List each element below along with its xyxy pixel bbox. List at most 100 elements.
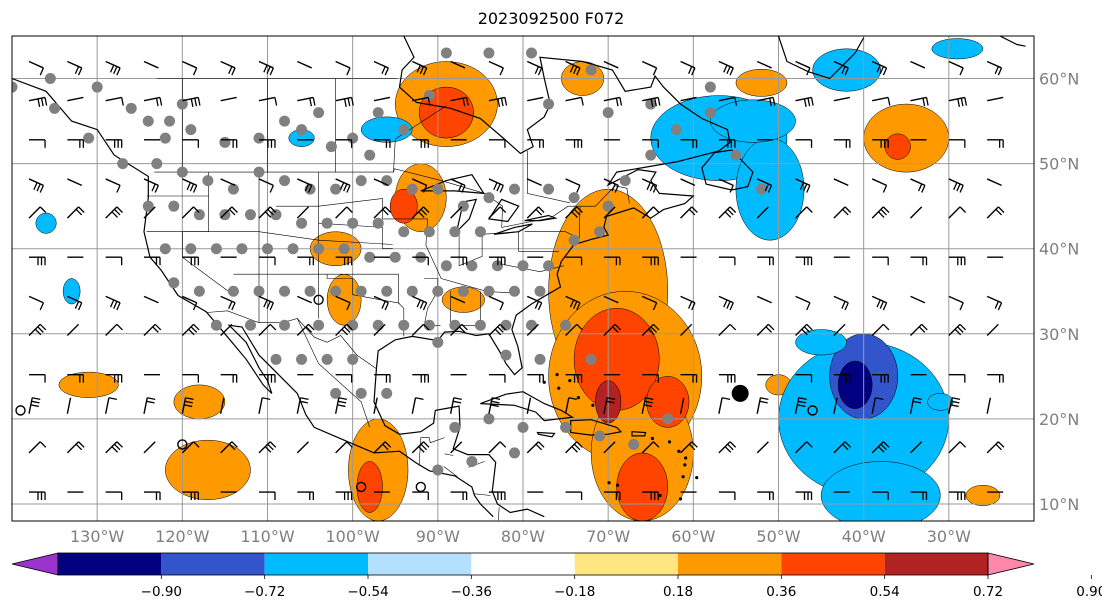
wind-barb-staff bbox=[680, 178, 696, 186]
wind-barb-flag bbox=[569, 64, 575, 73]
wind-barb-flag bbox=[33, 182, 38, 190]
wind-barb-flag bbox=[997, 441, 1005, 448]
wind-barb-staff bbox=[641, 206, 654, 219]
station-dot bbox=[270, 353, 282, 365]
puerto-rico-coastline bbox=[631, 431, 647, 437]
wind-barb-flag bbox=[116, 206, 123, 213]
wind-barb-flag bbox=[269, 323, 277, 331]
wind-barb-flag bbox=[535, 208, 543, 216]
station-dot bbox=[645, 149, 657, 161]
station-dot bbox=[560, 421, 572, 433]
wind-barb-flag bbox=[113, 66, 118, 74]
station-dot bbox=[594, 226, 606, 238]
wind-barb-staff bbox=[220, 206, 233, 219]
colorbar: −0.90 −0.72 −0.54 −0.36 −0.18 0.18 0.36 0.54 0.7… bbox=[11, 552, 1102, 600]
wind-barb-staff bbox=[105, 96, 122, 102]
station-dot bbox=[296, 353, 308, 365]
longitude-labels: 130°W 120°W 110°W 100°W 90°W 80°W 70°W 60°W 50°W… bbox=[70, 527, 971, 546]
wind-barb-flag bbox=[36, 183, 41, 192]
station-dot bbox=[313, 243, 325, 255]
station-dot bbox=[594, 430, 606, 442]
longitude-label: 80°W bbox=[501, 527, 545, 546]
station-dot bbox=[628, 438, 640, 450]
wind-barb-staff bbox=[603, 206, 616, 219]
wind-barb-staff bbox=[795, 60, 811, 69]
wind-barb-staff bbox=[680, 96, 697, 102]
wind-barb-flag bbox=[346, 441, 353, 448]
station-dot bbox=[602, 107, 614, 119]
wind-barb-flag bbox=[192, 185, 198, 193]
wind-barb-staff bbox=[297, 96, 314, 102]
longitude-label: 60°W bbox=[671, 527, 715, 546]
lake-erie bbox=[493, 223, 533, 235]
wind-barb-flag bbox=[959, 441, 967, 448]
wind-barb-flag bbox=[569, 299, 575, 308]
wind-barb-staff bbox=[986, 206, 999, 219]
wind-barb-flag bbox=[490, 404, 499, 408]
station-dot bbox=[500, 319, 512, 331]
wind-barb-staff bbox=[679, 397, 685, 414]
wind-barb-staff bbox=[335, 96, 352, 102]
station-dot bbox=[449, 421, 461, 433]
wind-barb-staff bbox=[910, 441, 923, 454]
wind-barb-flag bbox=[568, 397, 577, 401]
wind-barb-staff bbox=[833, 323, 846, 337]
wind-barb-flag bbox=[147, 397, 156, 401]
station-dot bbox=[560, 319, 572, 331]
wind-barb-staff bbox=[795, 323, 808, 337]
wind-barb-staff bbox=[910, 178, 926, 186]
wind-barb-staff bbox=[833, 60, 849, 69]
wind-barb-flag bbox=[571, 211, 578, 218]
province-line bbox=[527, 150, 570, 204]
wind-barb-staff bbox=[105, 323, 118, 337]
wind-barb-flag bbox=[381, 66, 386, 74]
wind-barb-flag bbox=[499, 67, 504, 76]
wind-barb-flag bbox=[113, 443, 121, 451]
wind-barb-staff bbox=[641, 397, 647, 414]
wind-barb-staff bbox=[948, 295, 964, 304]
wind-barb-staff bbox=[66, 397, 72, 414]
wind-barb-flag bbox=[346, 185, 351, 193]
station-dot bbox=[176, 98, 188, 110]
wind-barb-staff bbox=[565, 323, 578, 337]
wind-barb-staff bbox=[66, 206, 80, 219]
wind-barb-flag bbox=[78, 206, 85, 213]
wind-barb-staff bbox=[833, 295, 849, 304]
wind-barb-flag bbox=[573, 66, 578, 74]
anomaly-patch bbox=[165, 439, 251, 500]
station-dot bbox=[338, 243, 350, 255]
wind-barb-staff bbox=[258, 323, 271, 337]
wind-barb-flag bbox=[155, 98, 159, 107]
station-dot bbox=[517, 260, 529, 272]
wind-barb-flag bbox=[882, 206, 890, 213]
wind-barb-flag bbox=[842, 208, 849, 216]
wind-barb-flag bbox=[729, 441, 737, 448]
station-dot bbox=[568, 234, 580, 246]
wind-barb-flag bbox=[652, 67, 658, 76]
wind-barb-staff bbox=[948, 178, 964, 186]
wind-barb-flag bbox=[263, 299, 268, 308]
wind-barb-staff bbox=[373, 96, 391, 102]
wind-barb-flag bbox=[152, 326, 159, 333]
wind-barb-flag bbox=[40, 98, 44, 107]
wind-barb-flag bbox=[880, 443, 887, 451]
wind-barb-staff bbox=[565, 441, 578, 454]
wind-barb-flag bbox=[111, 211, 119, 218]
station-dot bbox=[236, 243, 248, 255]
wind-barb-flag bbox=[193, 323, 200, 331]
colorbar-extend-low bbox=[11, 552, 59, 576]
anomaly-patch bbox=[616, 452, 669, 521]
wind-barb-flag bbox=[154, 323, 162, 331]
wind-barb-staff bbox=[756, 323, 769, 337]
wind-barb-staff bbox=[603, 323, 616, 337]
wind-barb-flag bbox=[186, 182, 191, 190]
station-dot bbox=[193, 209, 205, 221]
anomaly-patch bbox=[58, 371, 119, 398]
newfoundland-coastline bbox=[701, 149, 754, 191]
wind-barb-staff bbox=[449, 397, 455, 414]
wind-barb-staff bbox=[181, 397, 187, 414]
wind-barb-staff bbox=[373, 441, 386, 454]
wind-barb-flag bbox=[957, 326, 964, 333]
wind-barb-flag bbox=[580, 97, 584, 106]
station-dot bbox=[142, 115, 154, 127]
